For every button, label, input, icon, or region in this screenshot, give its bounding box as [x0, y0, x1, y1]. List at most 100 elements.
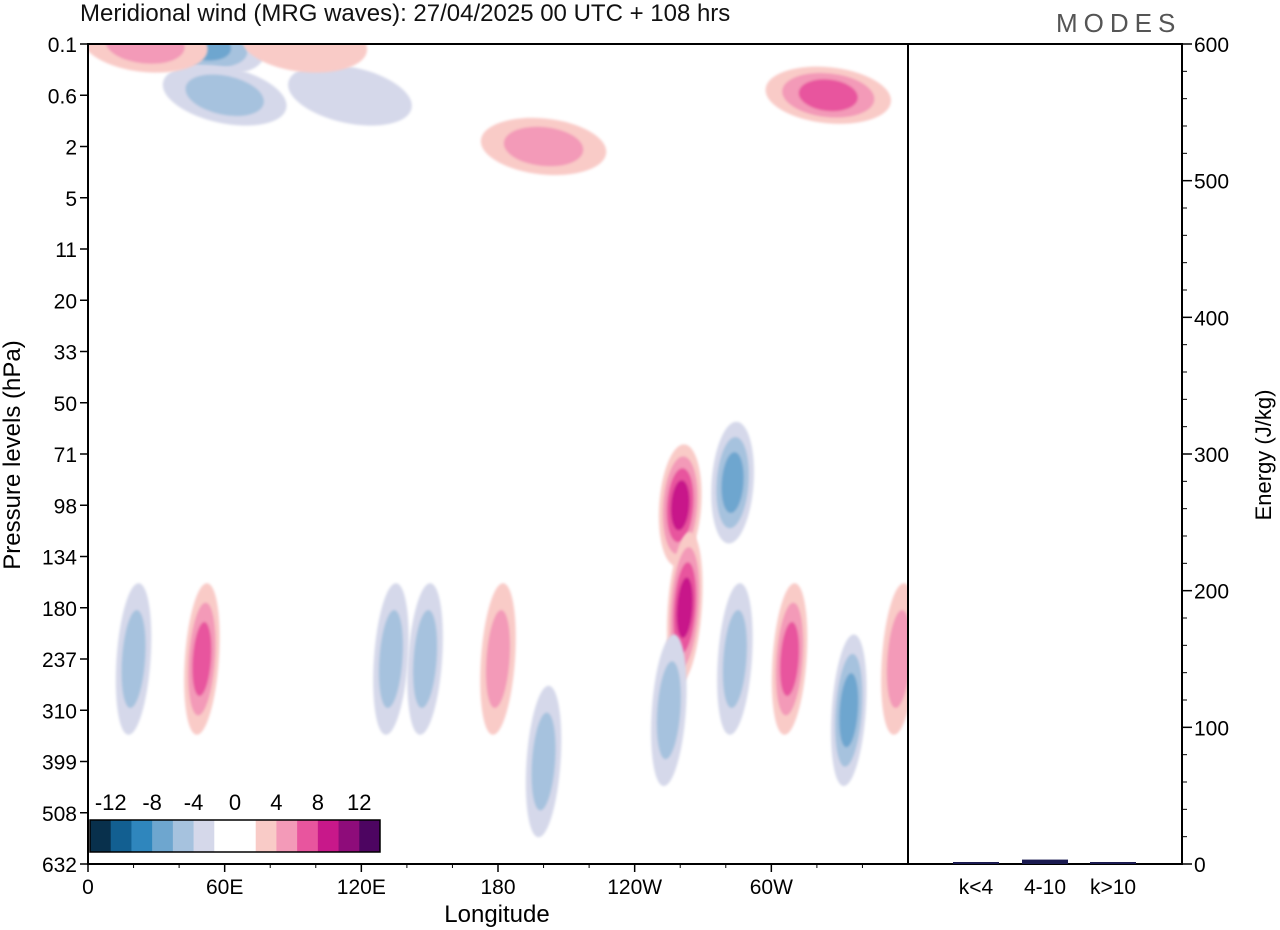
contour-band — [779, 621, 800, 697]
contour-band — [531, 712, 556, 811]
wind-anomaly-cell — [711, 421, 754, 544]
energy-tick-label: 0 — [1194, 854, 1206, 877]
energy-bar — [953, 862, 999, 864]
y-tick-label: 20 — [54, 290, 77, 313]
colorbar-swatch — [214, 820, 236, 852]
wind-anomaly-cell — [407, 583, 443, 735]
contour-band — [656, 661, 681, 760]
energy-tick-label: 600 — [1194, 34, 1229, 57]
contour-band — [121, 610, 146, 708]
x-tick-label: 180 — [480, 876, 515, 899]
contour-band — [886, 610, 908, 708]
contour-band — [722, 610, 747, 708]
x-tick-label: 0 — [82, 876, 94, 899]
colorbar-swatch — [235, 820, 257, 852]
energy-bar — [1090, 862, 1136, 864]
contour-band — [676, 577, 693, 639]
contour-band — [798, 79, 858, 112]
contour-band — [839, 673, 859, 748]
y-axis: 0.1 0.6 2 5 11 20 33 50 71 98 134 180 237 310 399 508 63… — [42, 34, 88, 877]
wind-anomaly-cell — [241, 44, 368, 73]
colorbar-swatch — [359, 820, 381, 852]
colorbar-swatch — [193, 820, 215, 852]
contour-band — [241, 44, 368, 73]
colorbar-swatch — [297, 820, 319, 852]
x-tick-label: 120W — [607, 876, 662, 899]
y-tick-label: 134 — [42, 547, 77, 570]
energy-bars: k<4 4-10 k>10 — [953, 859, 1136, 899]
contour-band — [721, 452, 744, 513]
colorbar-swatch — [317, 820, 340, 852]
contour-band — [413, 610, 438, 708]
y-tick-label: 2 — [65, 137, 77, 160]
contour-band — [185, 74, 264, 117]
bar-category-label: k<4 — [959, 876, 994, 899]
x-tick-label: 120E — [337, 876, 386, 899]
colorbar-label: -12 — [95, 790, 127, 815]
y-tick-label: 0.6 — [48, 85, 77, 108]
y-tick-label: 0.1 — [48, 34, 77, 57]
wind-anomaly-cell — [480, 117, 607, 176]
y-axis-label: Pressure levels (hPa) — [0, 340, 26, 569]
wind-anomaly-cell — [88, 44, 208, 73]
bar-category-label: k>10 — [1090, 876, 1136, 899]
wind-anomaly-cell — [162, 64, 287, 126]
colorbar-frame — [89, 819, 381, 853]
colorbar-swatch — [110, 820, 132, 852]
colorbar: -12 -8 -4 0 4 8 12 — [89, 790, 381, 853]
contour-band — [192, 621, 212, 697]
contour-band — [485, 610, 511, 708]
colorbar-label: 8 — [312, 790, 324, 815]
colorbar-label: 0 — [229, 790, 241, 815]
contour-band — [503, 126, 584, 167]
colorbar-swatch — [255, 820, 277, 852]
bar-category-label: 4-10 — [1024, 876, 1066, 899]
y-tick-label: 632 — [42, 854, 77, 877]
colorbar-label: -8 — [142, 790, 162, 815]
energy-tick-label: 300 — [1194, 444, 1229, 467]
y-tick-label: 310 — [42, 700, 77, 723]
energy-tick-label: 400 — [1194, 307, 1229, 330]
wind-anomaly-cell — [184, 583, 220, 735]
wind-anomaly-cell — [480, 583, 516, 735]
chart-title: Meridional wind (MRG waves): 27/04/2025 … — [80, 0, 731, 27]
wind-anomaly-cell — [831, 634, 867, 787]
modes-logo: MODES — [1056, 8, 1182, 38]
x-axis: 0 60E 120E 180 120W 60W — [82, 864, 863, 899]
contour-band — [670, 480, 690, 531]
energy-tick-label: 200 — [1194, 581, 1229, 604]
y-tick-label: 5 — [65, 188, 77, 211]
wind-anomaly-cell — [373, 583, 409, 735]
energy-axis-label: Energy (J/kg) — [1251, 390, 1276, 521]
colorbar-swatch — [131, 820, 153, 852]
y-tick-label: 11 — [55, 239, 77, 262]
y-tick-label: 50 — [54, 393, 77, 416]
colorbar-label: -4 — [184, 790, 204, 815]
wind-anomaly-cell — [717, 583, 753, 735]
bar-panel-frame — [907, 43, 1183, 865]
x-axis-label: Longitude — [444, 901, 549, 928]
y-tick-label: 508 — [42, 803, 77, 826]
wind-anomaly-cell — [881, 583, 908, 735]
contour-field — [88, 44, 908, 838]
x-tick-label: 60E — [206, 876, 243, 899]
colorbar-swatch — [152, 820, 174, 852]
wind-anomaly-cell — [765, 66, 892, 124]
x-tick-label: 60W — [750, 876, 793, 899]
colorbar-label: 4 — [270, 790, 282, 815]
energy-axis: 0 100 200 300 400 500 600 — [1182, 34, 1229, 877]
colorbar-label: 12 — [347, 790, 371, 815]
wind-anomaly-cell — [115, 583, 152, 735]
colorbar-swatch — [90, 820, 112, 852]
contour-band — [378, 610, 404, 708]
wind-anomaly-cell — [771, 583, 808, 735]
energy-tick-label: 500 — [1194, 171, 1229, 194]
y-tick-label: 71 — [54, 444, 77, 467]
contour-band — [288, 64, 412, 126]
colorbar-swatch — [172, 820, 195, 852]
energy-bar — [1022, 859, 1068, 864]
colorbar-swatch — [276, 820, 298, 852]
contour-band — [105, 44, 185, 64]
colorbar-swatch — [338, 820, 360, 852]
